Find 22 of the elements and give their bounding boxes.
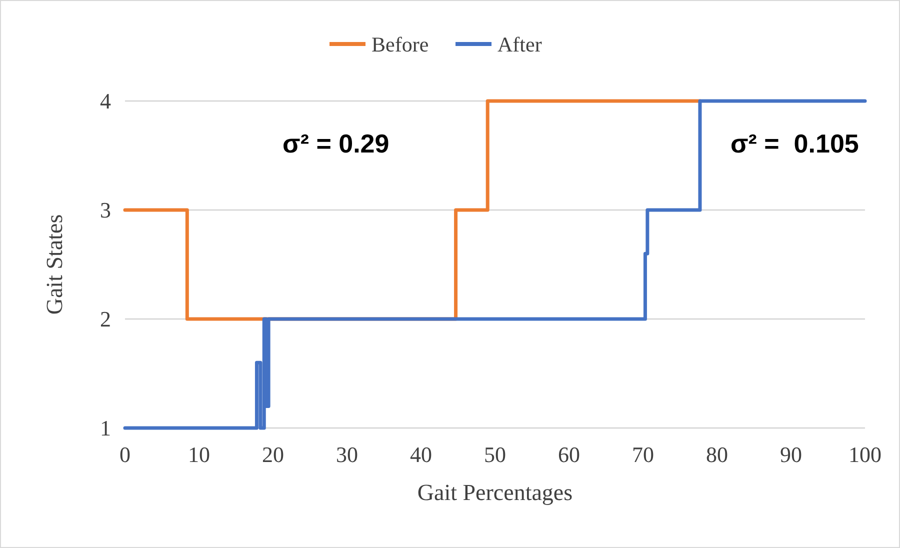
x-tick-label: 60 xyxy=(558,442,580,467)
x-axis-title: Gait Percentages xyxy=(417,480,573,505)
y-tick-label: 4 xyxy=(100,88,111,114)
y-axis-title: Gait States xyxy=(42,214,67,315)
x-tick-label: 90 xyxy=(780,442,802,467)
legend-label: Before xyxy=(372,32,429,56)
y-tick-label: 2 xyxy=(100,306,111,332)
annotation: σ² = 0.29 xyxy=(282,128,390,159)
y-tick-label: 1 xyxy=(100,416,111,441)
x-tick-label: 100 xyxy=(848,442,882,467)
x-tick-label: 0 xyxy=(120,442,130,467)
x-tick-label: 70 xyxy=(632,442,654,467)
x-tick-label: 30 xyxy=(336,442,358,467)
legend-label: After xyxy=(498,32,542,56)
x-tick-label: 10 xyxy=(188,442,210,467)
x-tick-label: 40 xyxy=(410,442,432,467)
y-tick-label: 3 xyxy=(100,198,111,223)
annotation: σ² = 0.105 xyxy=(730,128,859,159)
line-series xyxy=(123,99,867,430)
x-tick-label: 80 xyxy=(706,442,728,467)
x-tick-label: 20 xyxy=(262,442,284,467)
x-tick-label: 50 xyxy=(484,442,506,467)
